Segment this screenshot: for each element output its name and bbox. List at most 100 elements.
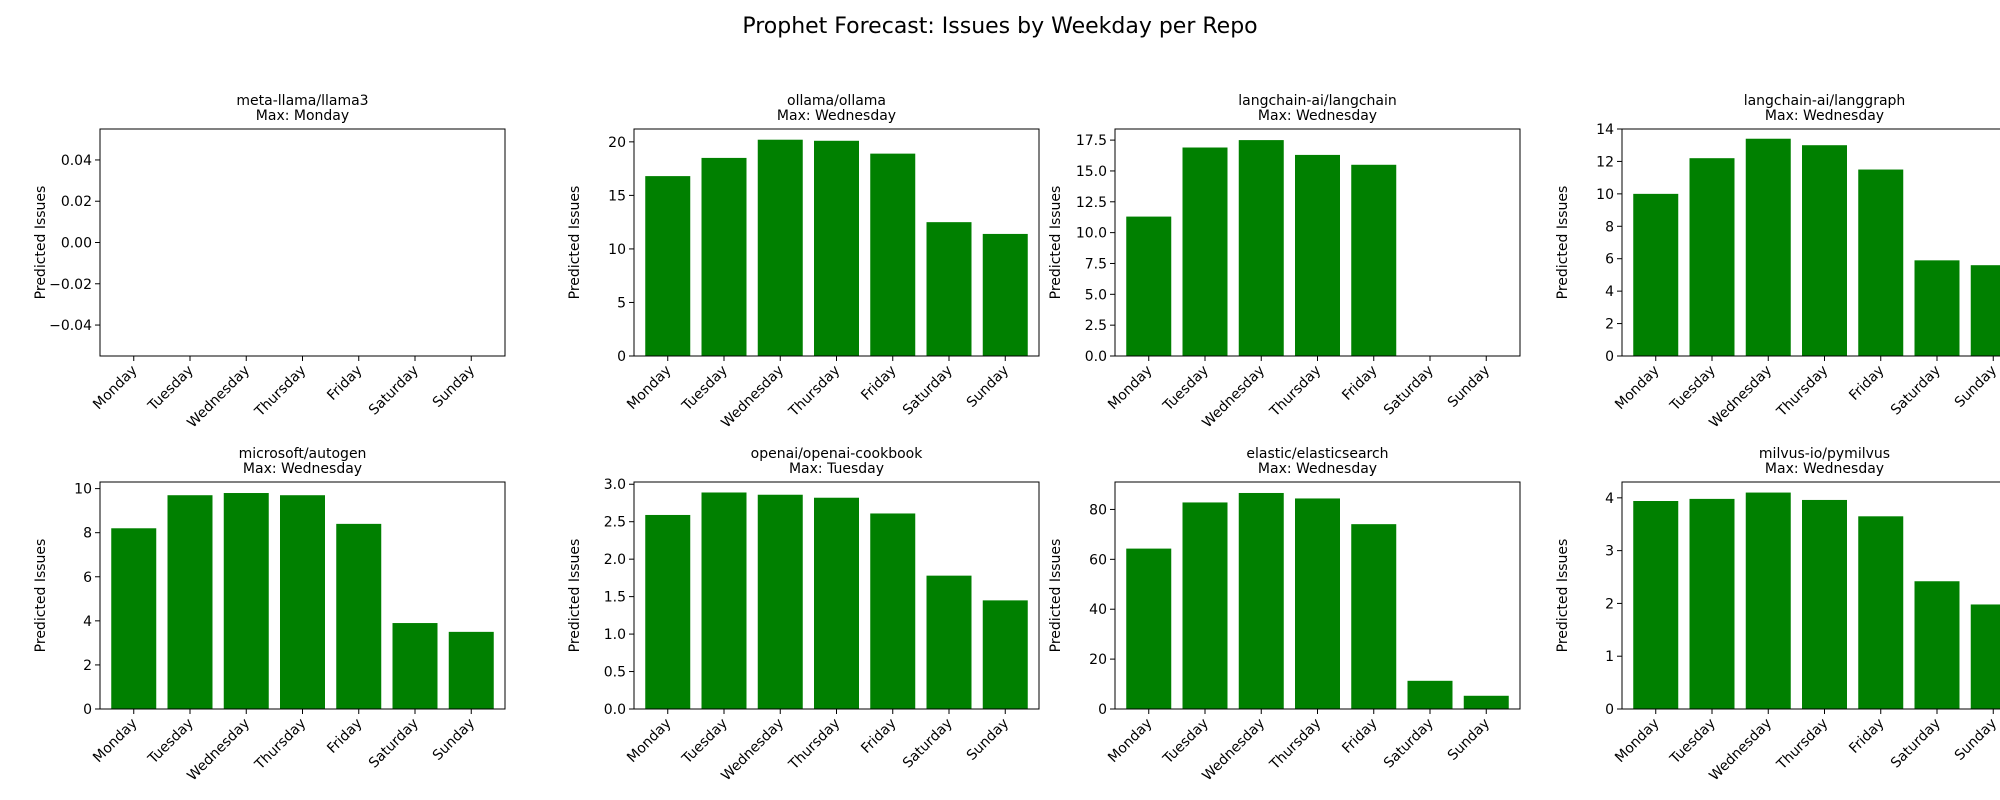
bar [392,623,438,709]
bar [645,176,691,356]
bar [1970,604,2000,709]
y-axis-label: Predicted Issues [1048,186,1064,300]
panel-subtitle: Max: Wednesday [1765,108,1884,124]
y-tick-label: 17.5 [1076,133,1107,149]
bar [1126,548,1172,709]
bar [1633,501,1679,709]
y-tick-label: 10 [608,242,626,258]
y-tick-label: 6 [1605,252,1614,268]
y-axis-label: Predicted Issues [1555,186,1571,300]
bar [1802,499,1847,709]
y-tick-label: 2 [1605,596,1614,612]
bar [1858,169,1904,356]
bar [982,600,1028,709]
panel-subtitle: Max: Wednesday [1258,108,1377,124]
y-tick-label: 3.0 [604,477,626,493]
bar [1182,502,1228,709]
bar [645,514,691,709]
y-tick-label: 12 [1596,154,1614,170]
y-axis-label: Predicted Issues [567,539,583,653]
y-tick-label: 20 [608,135,626,151]
bar [280,495,325,709]
bar [1407,680,1453,709]
bar [1802,145,1847,356]
panel-title: milvus-io/pymilvus [1759,446,1890,462]
panel-title: meta-llama/llama3 [236,93,368,109]
bar [701,157,747,356]
y-tick-label: 2.5 [1085,318,1107,334]
bar [757,494,803,709]
y-tick-label: 2 [1605,317,1614,333]
panel-title: ollama/ollama [787,93,886,109]
bar [448,631,494,709]
bar [1351,524,1397,709]
bar [814,497,859,709]
y-tick-label: 0.5 [604,665,626,681]
y-tick-label: 0 [83,702,92,718]
y-tick-label: 7.5 [1085,256,1107,272]
y-tick-label: −0.02 [49,277,92,293]
panel-title: langchain-ai/langgraph [1744,93,1906,109]
bar [167,495,213,709]
panel-subtitle: Max: Wednesday [1258,461,1377,477]
bar [1126,216,1172,356]
y-tick-label: 0.04 [61,153,92,169]
y-tick-label: 8 [83,526,92,542]
panel-subtitle: Max: Tuesday [789,461,884,477]
bar [1463,695,1509,709]
panel-subtitle: Max: Monday [256,108,349,124]
bar [982,233,1028,356]
bar [926,222,972,356]
bar [1970,265,2000,356]
y-tick-label: 1.5 [604,590,626,606]
bar [1914,581,1960,709]
bar [1745,138,1791,356]
bar [1295,154,1340,356]
bar [1351,164,1397,356]
y-tick-label: 10 [74,482,92,498]
panel-subtitle: Max: Wednesday [777,108,896,124]
y-tick-label: −0.04 [49,318,92,334]
y-tick-label: 5 [617,295,626,311]
y-tick-label: 2 [83,658,92,674]
y-axis-label: Predicted Issues [1048,539,1064,653]
bar [1182,147,1228,356]
bar [223,493,269,709]
y-tick-label: 0 [617,349,626,365]
panel-title: langchain-ai/langchain [1238,93,1397,109]
y-tick-label: 5.0 [1085,287,1107,303]
y-tick-label: 1.0 [604,627,626,643]
bar [701,492,747,709]
y-tick-label: 0 [1605,349,1614,365]
y-tick-label: 40 [1089,602,1107,618]
panel-title: elastic/elasticsearch [1246,446,1388,462]
y-tick-label: 15.0 [1076,164,1107,180]
y-tick-label: 0 [1098,702,1107,718]
bar [1238,140,1284,356]
panel-title: openai/openai-cookbook [751,446,924,462]
y-axis-label: Predicted Issues [33,186,49,300]
y-tick-label: 0.0 [1085,349,1107,365]
bar [1914,260,1960,356]
y-tick-label: 4 [1605,284,1614,300]
bar [926,575,972,709]
y-tick-label: 0 [1605,702,1614,718]
bar [1689,158,1735,356]
y-tick-label: 80 [1089,502,1107,518]
bar [1689,498,1735,709]
y-tick-label: 0.0 [604,702,626,718]
panel-subtitle: Max: Wednesday [243,461,362,477]
y-tick-label: 15 [608,188,626,204]
bar [870,513,916,709]
y-tick-label: 0.00 [61,236,92,252]
y-axis-label: Predicted Issues [1555,539,1571,653]
y-tick-label: 2.5 [604,515,626,531]
bar [1745,492,1791,709]
y-tick-label: 4 [83,614,92,630]
bar [1858,516,1904,709]
y-axis-label: Predicted Issues [33,539,49,653]
y-tick-label: 60 [1089,552,1107,568]
y-tick-label: 14 [1596,122,1614,138]
bar [1238,492,1284,709]
